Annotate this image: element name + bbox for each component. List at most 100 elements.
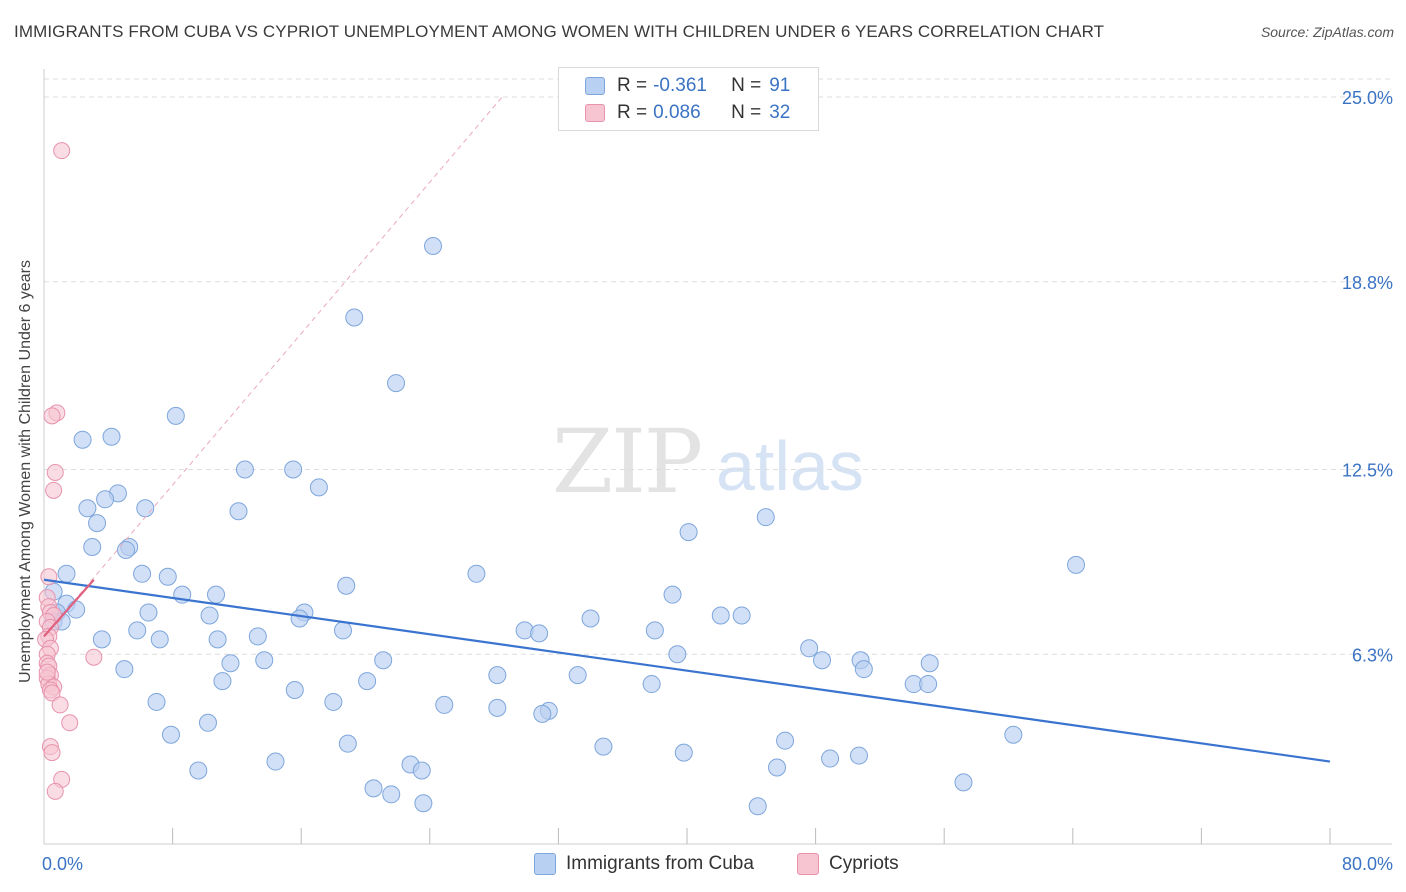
- x-tick-label: 80.0%: [1342, 854, 1393, 874]
- legend-n-value-cypriots: 32: [769, 102, 791, 123]
- trend-line-cypriots: [43, 579, 95, 638]
- data-point-cypriots: [85, 648, 103, 666]
- correlation-legend: R = -0.361 N = 91 R = 0.086 N = 32: [558, 67, 819, 131]
- data-point-cuba: [324, 692, 343, 711]
- legend-row-cuba: R = -0.361 N = 91: [585, 74, 790, 98]
- data-point-cuba: [768, 758, 787, 777]
- series-legend-cuba[interactable]: Immigrants from Cuba: [534, 852, 754, 876]
- data-point-cuba: [198, 713, 217, 732]
- data-point-cuba: [83, 537, 102, 556]
- data-point-cypriots: [45, 481, 63, 499]
- series-legend-label-cypriots: Cypriots: [829, 853, 899, 874]
- trend-line-cuba: [43, 578, 1331, 763]
- x-tick-label: 0.0%: [42, 854, 83, 874]
- data-point-cuba: [414, 794, 433, 813]
- legend-swatch-cypriots: [585, 104, 605, 122]
- data-point-cuba: [147, 692, 166, 711]
- data-point-cuba: [674, 743, 693, 762]
- data-point-cuba: [821, 749, 840, 768]
- data-point-cuba: [679, 523, 698, 542]
- source-note: Source: ZipAtlas.com: [1260, 24, 1394, 40]
- y-tick-label: 6.3%: [1352, 645, 1393, 665]
- data-point-cuba: [208, 630, 227, 649]
- axes: [43, 69, 1392, 845]
- data-point-cuba: [435, 695, 454, 714]
- data-point-cuba: [136, 499, 155, 518]
- legend-row-cypriots: R = 0.086 N = 32: [585, 101, 790, 125]
- data-point-cuba: [581, 609, 600, 628]
- series-legend-swatch-cypriots: [797, 853, 819, 875]
- data-point-cuba: [102, 427, 121, 446]
- watermark-zip: ZIP: [552, 410, 701, 513]
- data-point-cypriots: [53, 142, 71, 160]
- data-point-cuba: [374, 651, 393, 670]
- y-tick-label: 12.5%: [1342, 461, 1393, 481]
- legend-n-label: N =: [731, 75, 762, 96]
- watermark-atlas: atlas: [716, 427, 864, 505]
- data-point-cuba: [285, 681, 304, 700]
- data-point-cuba: [645, 621, 664, 640]
- data-point-cuba: [663, 585, 682, 604]
- trend-line-cypriots-extended: [43, 96, 503, 637]
- y-tick-label: 25.0%: [1342, 88, 1393, 108]
- legend-n-value-cuba: 91: [769, 75, 791, 96]
- data-point-cuba: [284, 460, 303, 479]
- data-point-cuba: [333, 621, 352, 640]
- data-point-cuba: [467, 564, 486, 583]
- data-point-cuba: [133, 564, 152, 583]
- data-point-cypriots: [46, 782, 64, 800]
- data-point-cypriots: [40, 568, 58, 586]
- y-tick-label: 18.8%: [1342, 273, 1393, 293]
- series-legend-cypriots[interactable]: Cypriots: [797, 852, 899, 876]
- legend-r-label: R =: [617, 102, 648, 123]
- data-point-cuba: [756, 508, 775, 527]
- data-point-cypriots: [51, 696, 69, 714]
- data-point-cypriots: [43, 684, 61, 702]
- data-point-cuba: [78, 499, 97, 518]
- data-point-cuba: [488, 698, 507, 717]
- data-point-cuba: [338, 734, 357, 753]
- data-point-cuba: [189, 761, 208, 780]
- data-point-cypriots: [38, 663, 56, 681]
- data-point-cuba: [358, 672, 377, 691]
- data-point-cuba: [642, 675, 661, 694]
- data-point-cuba: [309, 478, 328, 497]
- data-point-cuba: [229, 502, 248, 521]
- data-point-cuba: [424, 237, 443, 255]
- data-point-cuba: [128, 621, 147, 640]
- data-point-cuba: [1067, 555, 1086, 574]
- data-point-cuba: [1004, 725, 1023, 744]
- data-point-cuba: [776, 731, 795, 750]
- y-axis-label: Unemployment Among Women with Children U…: [17, 260, 34, 683]
- data-point-cuba: [530, 624, 549, 643]
- data-point-cuba: [248, 627, 267, 646]
- series-legend-label-cuba: Immigrants from Cuba: [566, 853, 754, 874]
- data-point-cuba: [96, 490, 115, 509]
- data-point-cuba: [382, 785, 401, 804]
- gridlines: [44, 78, 1392, 655]
- legend-r-value-cypriots: 0.086: [653, 102, 701, 123]
- data-point-cuba: [748, 797, 767, 816]
- data-point-cuba: [158, 567, 177, 586]
- series-legend-swatch-cuba: [534, 853, 556, 875]
- series-cypriots-points: [37, 142, 103, 800]
- data-point-cuba: [345, 308, 364, 327]
- data-point-cuba: [92, 630, 111, 649]
- data-point-cuba: [412, 761, 431, 780]
- data-point-cuba: [337, 576, 356, 595]
- data-point-cypriots: [43, 407, 61, 425]
- data-point-cuba: [954, 773, 973, 792]
- data-point-cuba: [711, 606, 730, 625]
- data-point-cuba: [813, 651, 832, 670]
- data-point-cuba: [850, 746, 869, 765]
- data-point-cuba: [255, 651, 274, 670]
- data-point-cuba: [166, 406, 185, 425]
- data-point-cuba: [88, 514, 107, 533]
- data-point-cuba: [150, 630, 169, 649]
- legend-n-label: N =: [731, 102, 762, 123]
- data-point-cuba: [200, 606, 219, 625]
- data-point-cuba: [161, 725, 180, 744]
- data-point-cuba: [221, 654, 240, 673]
- data-point-cuba: [668, 645, 687, 664]
- data-point-cuba: [207, 585, 226, 604]
